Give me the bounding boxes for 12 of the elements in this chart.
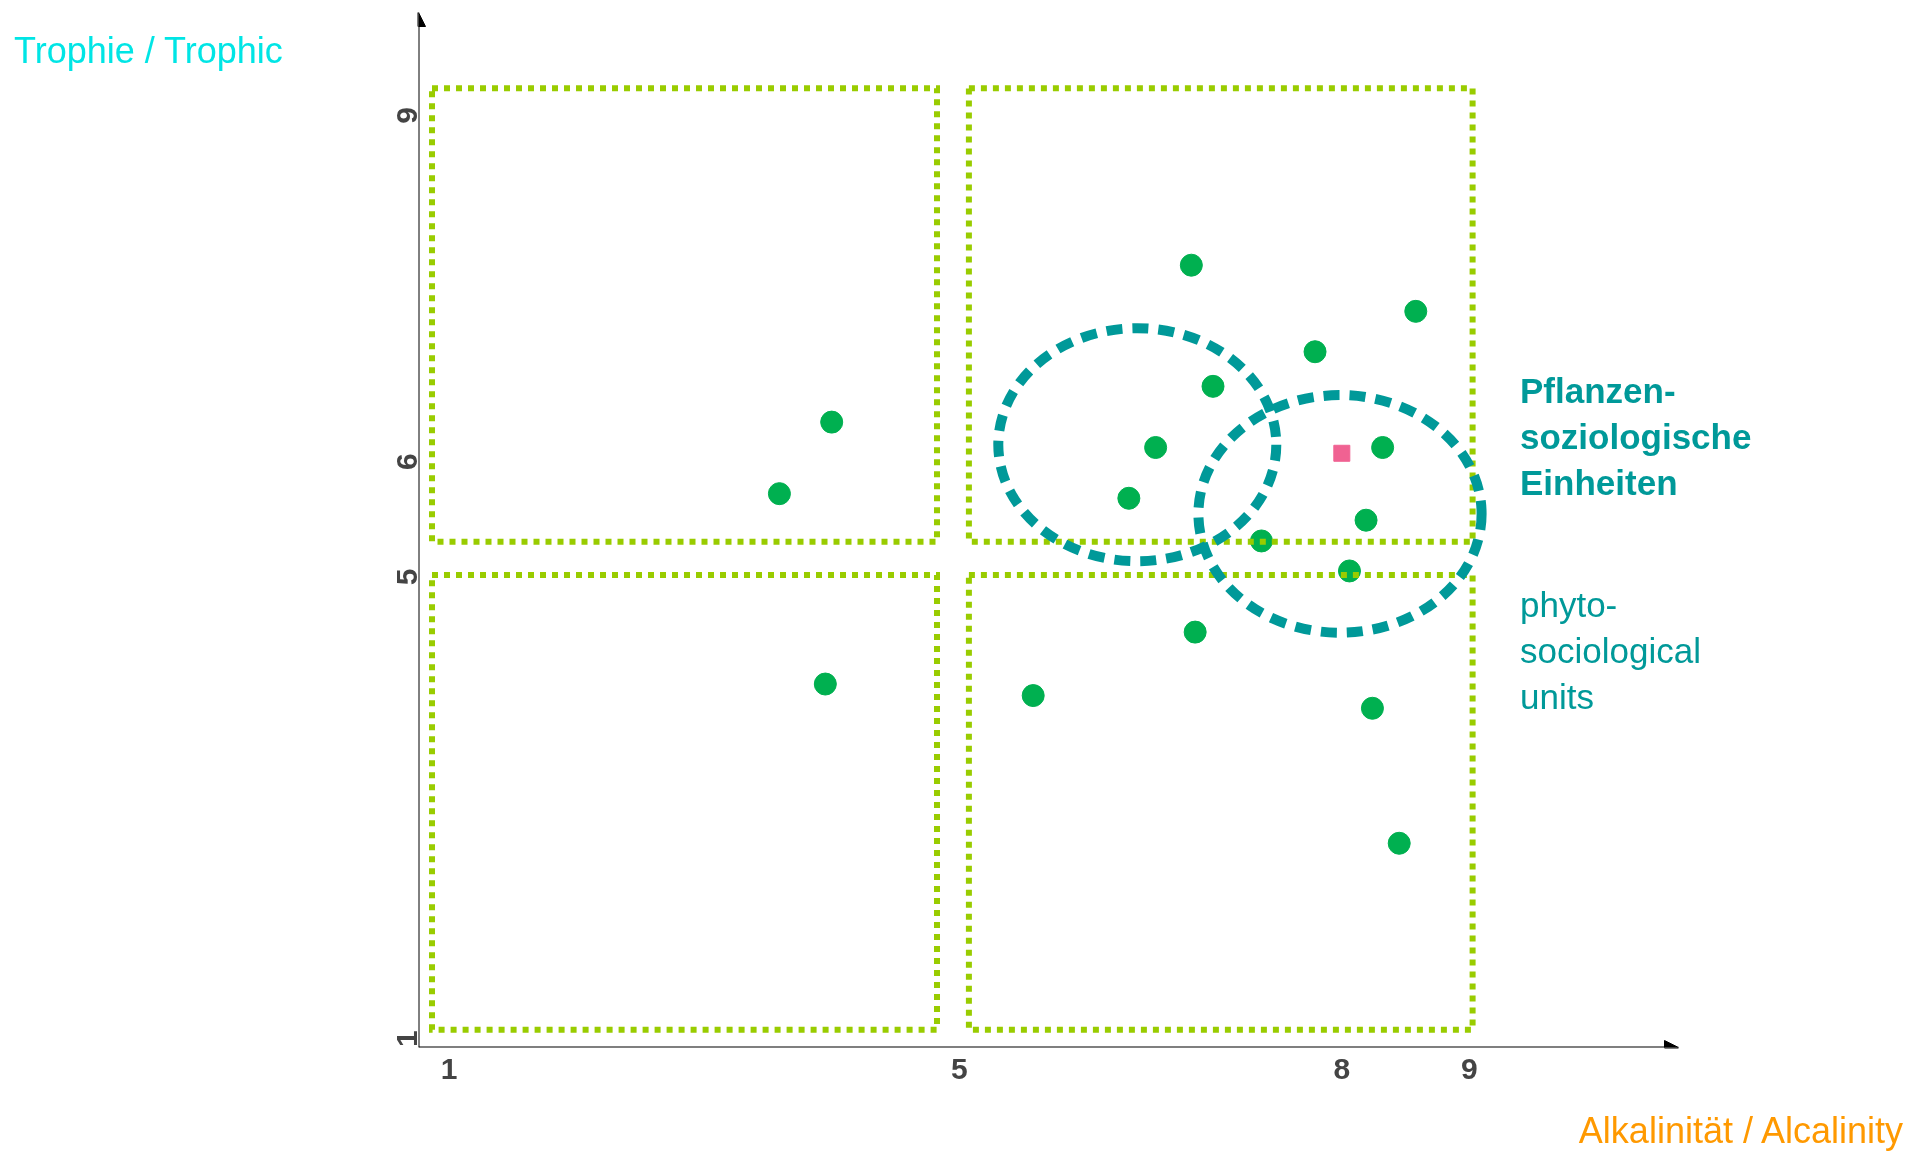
x-tick-label: 8 xyxy=(1333,1051,1351,1085)
x-tick-label: 9 xyxy=(1461,1051,1478,1085)
y-tick-label: 5 xyxy=(390,568,424,586)
annotation: Pflanzen- soziologische Einheiten xyxy=(1520,370,1752,504)
x-tick-label: 1 xyxy=(440,1051,458,1085)
y-tick-label: 6 xyxy=(390,453,424,470)
x-tick-label: 5 xyxy=(950,1051,968,1085)
y-axis-title: Trophie / Trophic xyxy=(14,30,283,72)
annotation: phyto- sociological units xyxy=(1520,584,1701,718)
x-axis-title: Alkalinität / Alcalinity xyxy=(1578,1110,1903,1152)
y-tick-label: 1 xyxy=(390,1030,424,1047)
y-tick-label: 9 xyxy=(390,107,424,124)
